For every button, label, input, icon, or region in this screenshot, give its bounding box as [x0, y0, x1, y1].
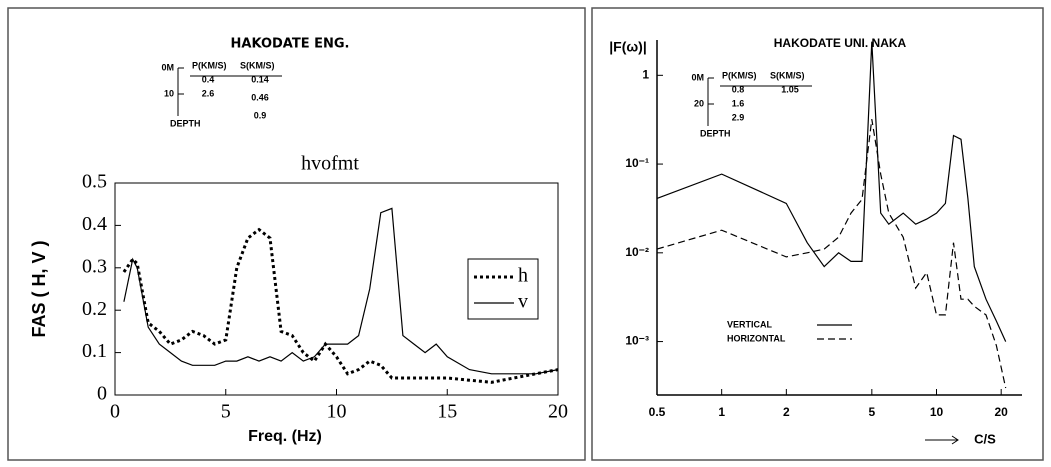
inset-depth-title: DEPTH — [170, 118, 201, 128]
chart-title: HAKODATE UNI. NAKA — [774, 36, 907, 50]
chart-subtitle: HAKODATE ENG. — [231, 37, 350, 52]
x-tick-label: 10 — [930, 405, 944, 419]
x-tick-label: 2 — [783, 405, 790, 419]
y-tick-label: 0 — [97, 383, 107, 405]
inset-depth-label: 20 — [694, 98, 704, 108]
data-line — [122, 227, 559, 384]
y-axis-label: |F(ω)| — [609, 39, 647, 55]
inset-value: 2.6 — [202, 88, 215, 98]
data-line — [656, 41, 1007, 342]
inset-value: 1.6 — [732, 98, 745, 108]
legend-label: VERTICAL — [727, 319, 773, 329]
inset-header: P(KM/S) — [722, 70, 757, 80]
x-tick-label: 5 — [221, 401, 231, 423]
panel-frame — [591, 7, 1044, 461]
inset-header: P(KM/S) — [192, 60, 227, 70]
y-tick-label: 0.3 — [82, 255, 107, 277]
panel: 0.5 1 2 5 10 20 1 10⁻¹ 10⁻² 10⁻³ VERTICAL HORIZONTA… — [609, 36, 1022, 446]
inset-value: 0.8 — [732, 84, 745, 94]
x-tick-label: 15 — [437, 401, 457, 423]
chart-title: hvofmt — [301, 153, 359, 175]
legend-label: v — [518, 291, 528, 313]
data-line — [123, 207, 559, 375]
x-tick-label: 0 — [110, 401, 120, 423]
x-axis-label: C/S — [974, 431, 996, 446]
inset-header: S(KM/S) — [770, 70, 805, 80]
legend-label: h — [518, 265, 528, 287]
data-line — [656, 119, 1007, 389]
inset-value: 2.9 — [732, 112, 745, 122]
y-tick-label: 0.5 — [82, 171, 107, 193]
x-tick-label: 1 — [718, 405, 725, 419]
x-label-arrow — [925, 435, 959, 445]
inset-depth-label: 0M — [691, 72, 704, 82]
legend-box — [467, 258, 539, 320]
inset-depth-label: 0M — [161, 62, 174, 72]
panel: 0 5 10 15 20 0 0.1 0.2 0.3 0.4 0.5 hv hvofmt HAKODATE… — [29, 37, 568, 446]
inset-value: 0.4 — [202, 74, 215, 84]
y-tick-label: 0.2 — [82, 298, 107, 320]
panel-frame — [7, 7, 586, 461]
x-tick-label: 20 — [995, 405, 1009, 419]
inset-value: 0.9 — [254, 110, 267, 120]
x-tick-label: 0.5 — [649, 405, 666, 419]
y-tick-label: 10⁻³ — [625, 334, 649, 348]
x-tick-label: 5 — [868, 405, 875, 419]
legend-label: HORIZONTAL — [727, 333, 786, 343]
inset-depth-label: 10 — [164, 88, 174, 98]
x-axis-label: Freq. (Hz) — [248, 428, 322, 445]
y-tick-label: 10⁻² — [625, 245, 649, 259]
y-tick-label: 10⁻¹ — [625, 156, 649, 170]
inset-depth-title: DEPTH — [700, 128, 731, 138]
inset-value: 0.14 — [251, 74, 269, 84]
inset-value: 1.05 — [781, 84, 799, 94]
y-tick-label: 1 — [642, 67, 649, 81]
y-axis-label: FAS ( H, V ) — [29, 240, 49, 337]
x-tick-label: 10 — [327, 401, 347, 423]
inset-value: 0.46 — [251, 92, 269, 102]
x-tick-label: 20 — [548, 401, 568, 423]
inset-header: S(KM/S) — [240, 60, 275, 70]
y-tick-label: 0.4 — [82, 213, 107, 235]
y-tick-label: 0.1 — [82, 340, 107, 362]
